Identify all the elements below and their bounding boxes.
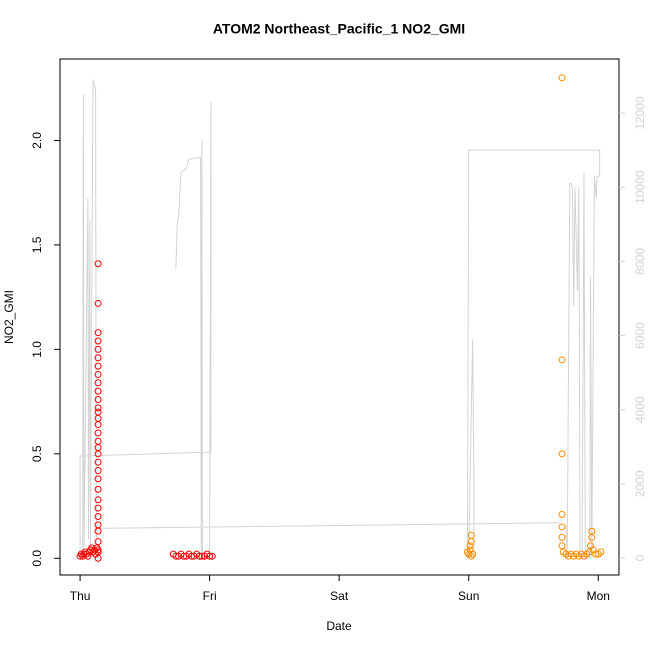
x-tick-label: Mon — [587, 589, 610, 603]
y-tick-label: 0.5 — [30, 445, 44, 462]
point — [94, 513, 102, 521]
point — [94, 546, 102, 554]
point — [558, 450, 566, 458]
point — [195, 552, 203, 560]
point — [585, 548, 593, 556]
point — [94, 504, 102, 512]
y-tick-label: 0.0 — [30, 550, 44, 567]
x-tick-label: Thu — [70, 589, 91, 603]
chart-title: ATOM2 Northeast_Pacific_1 NO2_GMI — [213, 21, 465, 37]
point — [467, 531, 475, 539]
point — [94, 521, 102, 529]
point — [558, 523, 566, 531]
point — [94, 379, 102, 387]
point — [94, 260, 102, 268]
point — [588, 527, 596, 535]
line — [79, 79, 601, 559]
point — [558, 542, 566, 550]
point — [208, 552, 216, 560]
point — [94, 396, 102, 404]
point — [466, 542, 474, 550]
x-tick-label: Sun — [458, 589, 479, 603]
point — [94, 370, 102, 378]
point — [94, 337, 102, 345]
y-tick-label: 2.0 — [30, 132, 44, 149]
y2-tick-label: 8000 — [633, 248, 647, 275]
y2-tick-label: 2000 — [633, 470, 647, 497]
point — [84, 552, 92, 560]
point — [94, 387, 102, 395]
y2-tick-label: 0 — [633, 554, 647, 561]
point — [469, 550, 477, 558]
y2-tick-label: 10000 — [633, 170, 647, 204]
x-axis-label: Date — [326, 619, 352, 633]
x-tick-label: Fri — [203, 589, 217, 603]
point — [558, 356, 566, 364]
y2-tick-label: 6000 — [633, 322, 647, 349]
y-tick-label: 1.0 — [30, 341, 44, 358]
point — [94, 362, 102, 370]
point — [94, 329, 102, 337]
point — [94, 299, 102, 307]
point — [94, 354, 102, 362]
point — [94, 496, 102, 504]
y-axis-label: NO2_GMI — [2, 290, 16, 344]
point — [558, 74, 566, 82]
point — [94, 437, 102, 445]
x-tick-label: Sat — [330, 589, 349, 603]
point — [94, 408, 102, 416]
point — [94, 458, 102, 466]
point — [94, 554, 102, 562]
y2-tick-label: 4000 — [633, 396, 647, 423]
point — [558, 533, 566, 541]
point — [94, 345, 102, 353]
point — [94, 538, 102, 546]
point — [94, 467, 102, 475]
point — [558, 510, 566, 518]
point — [94, 404, 102, 412]
point — [597, 548, 605, 556]
y2-tick-label: 12000 — [633, 96, 647, 130]
point — [94, 475, 102, 483]
point — [94, 485, 102, 493]
point — [206, 552, 214, 560]
y-tick-label: 1.5 — [30, 236, 44, 253]
point — [94, 429, 102, 437]
